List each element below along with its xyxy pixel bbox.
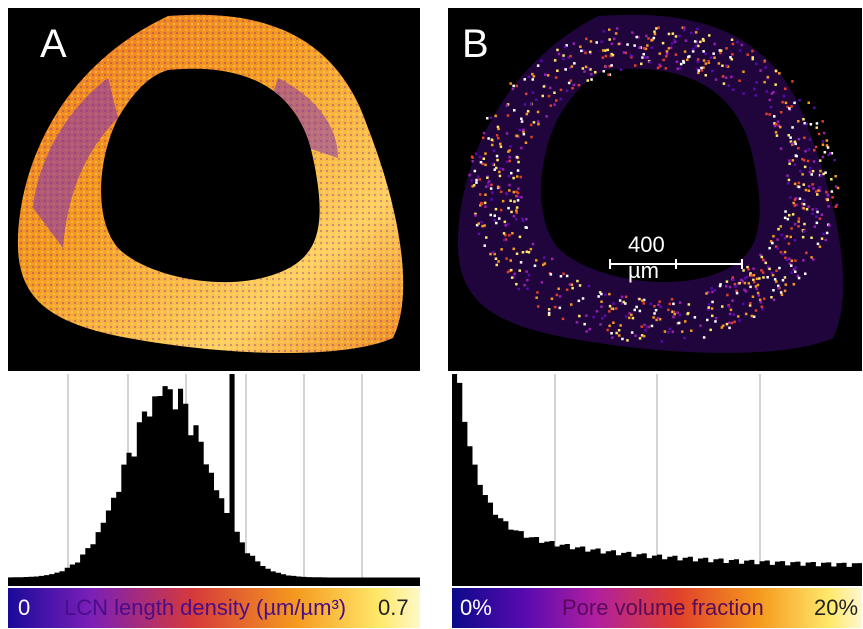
panel-a-colorbar: 0 LCN length density (µm/µm³) 0.7 <box>8 588 420 628</box>
panel-b-bone-cross-section <box>457 14 844 354</box>
panel-b-porosity-map <box>448 8 862 371</box>
scale-bar <box>609 259 743 269</box>
panel-b-colorbar-min: 0% <box>460 595 492 620</box>
panel-b-colorbar: 0% Pore volume fraction 20% <box>452 588 862 628</box>
panel-b-histogram-plot <box>452 374 862 586</box>
panel-b-colorbar-max: 20% <box>814 595 859 620</box>
panel-b-histogram <box>452 374 862 586</box>
panel-a-histogram <box>8 374 420 586</box>
histogram-bars <box>452 374 862 586</box>
panel-a-colorbar-min: 0 <box>18 595 31 620</box>
panel-b-letter: B <box>462 22 489 66</box>
panel-b-colorbar-title: Pore volume fraction <box>562 595 764 620</box>
panel-a-colorbar-max: 0.7 <box>378 595 409 620</box>
scale-bar-label: 400 µm <box>628 232 665 283</box>
panel-a-colorbar-title: LCN length density (µm/µm³) <box>64 595 347 620</box>
panel-b-speckles <box>468 26 840 343</box>
panel-a-letter: A <box>40 22 67 66</box>
histogram-bars <box>8 374 420 586</box>
panel-a-density-map <box>8 8 420 371</box>
panel-a-bone-cross-section <box>17 14 404 354</box>
panel-a-histogram-plot <box>8 374 420 586</box>
